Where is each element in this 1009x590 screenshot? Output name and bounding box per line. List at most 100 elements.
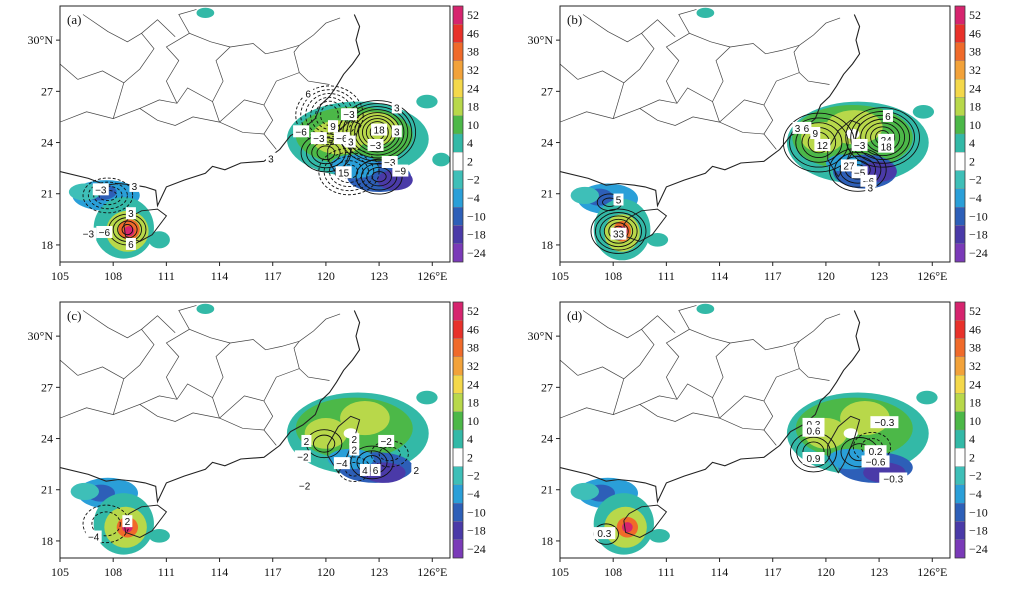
colorbar-label: 2 xyxy=(467,450,473,464)
contour-label-box xyxy=(879,472,908,485)
shaded-cell xyxy=(648,528,670,543)
province-border xyxy=(165,328,231,400)
colorbar-label: 24 xyxy=(467,81,479,95)
contour-label: 12 xyxy=(817,141,829,152)
colorbar-label: −10 xyxy=(969,209,988,223)
contour-label: 3 xyxy=(867,184,873,195)
contour-label-box xyxy=(870,416,899,429)
taiwan-island xyxy=(827,119,861,178)
map-frame xyxy=(559,301,951,559)
contour-label: −4 xyxy=(88,533,100,544)
x-tick-label: 117 xyxy=(764,565,782,579)
map-panel-3: 2−22 −22−44 6 2−22−4(c)105 108 111 114 117 120 12… xyxy=(28,301,486,579)
contour-label: −3 xyxy=(313,134,325,145)
contour-line xyxy=(355,158,403,195)
y-tick-label: 18 xyxy=(541,238,553,252)
contour-label: 6 xyxy=(128,240,134,251)
contour-line xyxy=(300,89,359,142)
province-border xyxy=(793,45,800,73)
colorbar-label: 46 xyxy=(969,26,981,40)
contour-label-box xyxy=(80,227,97,240)
contour-label: 3 xyxy=(268,155,274,166)
shaded-cell xyxy=(196,7,215,18)
province-border xyxy=(77,70,124,84)
shaded-cell xyxy=(340,400,390,436)
colorbar-swatch xyxy=(954,170,966,190)
shaded-cell xyxy=(432,152,450,167)
province-border xyxy=(577,366,624,380)
province-border xyxy=(765,17,841,55)
map-frame xyxy=(59,301,451,559)
province-border xyxy=(665,328,731,400)
colorbar-swatch xyxy=(954,320,966,339)
panel-label: (d) xyxy=(567,308,582,323)
colorbar-swatch xyxy=(954,133,966,153)
colorbar-label: 10 xyxy=(969,118,981,132)
x-tick-label: 108 xyxy=(604,269,622,283)
contour-line xyxy=(608,222,629,241)
colorbar-swatch xyxy=(452,484,464,504)
contour-label: 0.2 xyxy=(869,447,883,458)
colorbar-swatch xyxy=(954,152,966,171)
contour-label: −9 xyxy=(395,167,407,178)
colorbar-swatch xyxy=(954,484,966,504)
x-tick-label: 105 xyxy=(51,565,69,579)
contour-label: −6 xyxy=(295,127,307,138)
colorbar-swatch xyxy=(452,429,464,449)
colorbar-swatch xyxy=(452,170,464,190)
colorbar-label: −2 xyxy=(467,173,480,187)
shaded-cell xyxy=(912,104,935,119)
contour-label-box xyxy=(367,138,384,151)
contour-label: 3 xyxy=(795,124,801,135)
contour-line xyxy=(603,218,634,244)
colorbar-label: 18 xyxy=(969,396,981,410)
colorbar: 52 46 38 32 24 18 10 4 2 −2 −4 −10 −18 −24 xyxy=(452,301,486,559)
contour-line xyxy=(360,162,398,191)
x-tick-label: 126°E xyxy=(417,269,447,283)
contour-line xyxy=(337,456,371,482)
colorbar-label: 38 xyxy=(467,45,479,59)
province-border xyxy=(560,404,777,446)
y-tick-label: 18 xyxy=(41,534,53,548)
colorbar-swatch xyxy=(452,5,464,25)
colorbar-label: 18 xyxy=(467,396,479,410)
contour-line xyxy=(98,189,118,202)
x-tick-label: 123 xyxy=(370,269,388,283)
colorbar-label: −2 xyxy=(969,469,982,483)
y-tick-label: 30°N xyxy=(528,329,554,343)
y-tick-label: 30°N xyxy=(28,329,54,343)
colorbar-label: −4 xyxy=(467,191,480,205)
x-tick-label: 117 xyxy=(264,269,282,283)
contour-line xyxy=(839,156,876,184)
colorbar: 52 46 38 32 24 18 10 4 2 −2 −4 −10 −18 −24 xyxy=(954,5,988,263)
contour-line xyxy=(845,107,920,168)
province-border xyxy=(178,9,197,34)
province-border xyxy=(212,339,266,398)
colorbar-label: 52 xyxy=(969,304,981,318)
contour-label: 18 xyxy=(881,143,893,154)
colorbar-label: −2 xyxy=(969,173,982,187)
province-border xyxy=(77,366,124,380)
colorbar-label: 18 xyxy=(969,100,981,114)
colorbar-label: −24 xyxy=(969,246,988,260)
colorbar-label: −2 xyxy=(467,469,480,483)
contour-label-box xyxy=(122,515,133,528)
shaded-cell xyxy=(696,303,715,314)
colorbar-swatch xyxy=(954,429,966,449)
y-tick-label: 27 xyxy=(541,84,553,98)
province-border xyxy=(560,63,578,80)
contour-label-box xyxy=(392,164,409,177)
colorbar-swatch xyxy=(954,374,966,394)
contour-label-box xyxy=(593,527,616,540)
province-border xyxy=(212,43,266,102)
contour-label-box xyxy=(370,463,381,476)
contour-label-box xyxy=(328,120,338,133)
colorbar-swatch xyxy=(452,60,464,80)
contour-label-box xyxy=(802,424,825,437)
y-tick-label: 24 xyxy=(541,432,553,446)
province-border xyxy=(265,313,341,351)
colorbar-swatch xyxy=(452,225,464,244)
contour-label: 33 xyxy=(613,230,625,241)
contour-label-box xyxy=(882,109,893,122)
colorbar-label: −4 xyxy=(969,487,982,501)
